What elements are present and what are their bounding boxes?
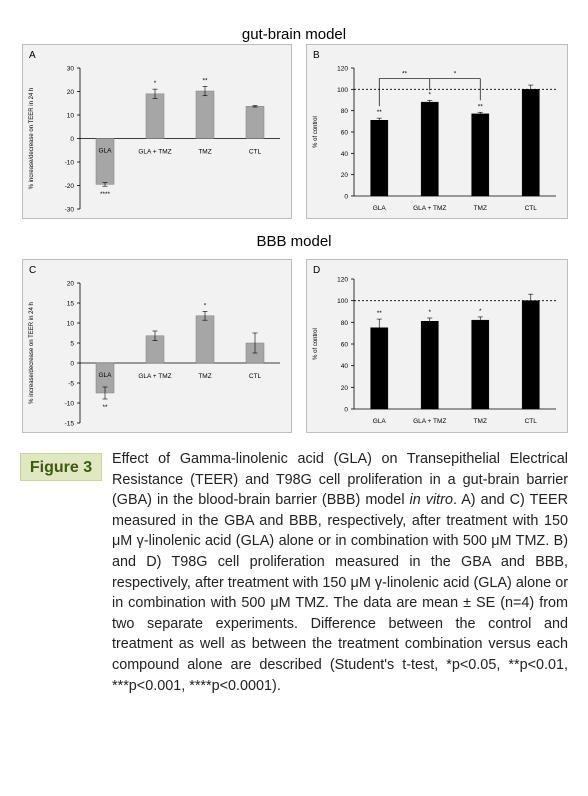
top-section-title: gut-brain model	[241, 26, 347, 43]
y-axis-label-d: % of control	[313, 328, 319, 360]
y-axis-label-b: % of control	[313, 116, 319, 148]
category-label-c-0: GLA	[98, 372, 112, 379]
bracket-right-b	[429, 78, 481, 101]
y-tick-label-b-5: 100	[337, 87, 348, 94]
y-axis-label-a: % increase/decrease on TEER in 24 h	[29, 88, 35, 190]
caption-text-1: Effect of Gamma-linolenic acid (GLA) on …	[112, 451, 568, 509]
category-label-d-3: CTL	[525, 418, 538, 425]
y-tick-label-a-2: -10	[65, 160, 75, 167]
y-tick-label-b-1: 20	[341, 172, 349, 179]
panel-letter-b: B	[313, 50, 320, 61]
significance-label-d-0: **	[377, 310, 383, 317]
y-tick-label-a-3: 0	[70, 136, 74, 143]
y-tick-label-d-1: 20	[341, 385, 349, 392]
figure-caption: Effect of Gamma-linolenic acid (GLA) on …	[112, 449, 568, 696]
bar-d-3	[521, 300, 540, 410]
significance-label-c-2: *	[204, 302, 207, 309]
y-tick-label-c-6: 15	[67, 301, 75, 308]
category-label-a-0: GLA	[98, 148, 112, 155]
significance-label-a-0: ****	[100, 191, 111, 198]
category-label-d-2: TMZ	[474, 418, 487, 425]
y-tick-label-b-2: 40	[341, 151, 349, 158]
category-label-b-3: CTL	[525, 205, 538, 212]
y-tick-label-c-7: 20	[67, 281, 75, 288]
y-tick-label-d-4: 80	[341, 320, 349, 327]
bracket-label-b-1: *	[454, 71, 457, 78]
bar-d-2	[471, 319, 490, 410]
bar-a-3	[245, 106, 265, 139]
significance-label-b-1: *	[428, 92, 431, 99]
y-tick-label-c-5: 10	[67, 321, 75, 328]
panel-letter-d: D	[313, 265, 320, 276]
y-tick-label-a-0: -30	[65, 207, 75, 214]
bar-a-2	[195, 90, 215, 139]
y-tick-label-b-0: 0	[344, 194, 348, 201]
category-label-c-1: GLA + TMZ	[138, 373, 171, 380]
y-tick-label-b-4: 80	[341, 108, 349, 115]
significance-label-d-2: *	[479, 308, 482, 315]
chart-panel-a: A -30 -20 -10 0 10 20 30 % increase/decrease on …	[22, 44, 292, 219]
bar-b-1	[420, 101, 439, 197]
y-tick-label-a-5: 20	[67, 89, 75, 96]
category-label-b-0: GLA	[373, 205, 387, 212]
bar-a-0	[95, 138, 115, 185]
bar-c-2	[195, 315, 215, 364]
category-label-b-2: TMZ	[474, 205, 487, 212]
bar-d-0	[370, 327, 389, 410]
y-tick-label-c-4: 5	[70, 341, 74, 348]
y-axis-label-c: % increase/decrease on TEER in 24 h	[29, 302, 35, 404]
significance-label-b-0: **	[377, 109, 383, 116]
bar-a-1	[145, 93, 165, 139]
caption-text-2: . A) and C) TEER measured in the GBA and…	[112, 492, 568, 694]
bar-b-0	[370, 120, 389, 197]
category-label-d-0: GLA	[373, 418, 387, 425]
y-tick-label-c-3: 0	[70, 361, 74, 368]
significance-label-a-1: *	[154, 80, 157, 87]
bottom-section-title: BBB model	[256, 233, 332, 250]
category-label-a-1: GLA + TMZ	[138, 149, 171, 156]
y-tick-label-d-2: 40	[341, 363, 349, 370]
y-tick-label-b-3: 60	[341, 130, 349, 137]
significance-label-a-2: **	[202, 77, 208, 84]
category-label-a-3: CTL	[249, 149, 262, 156]
y-tick-label-a-1: -20	[65, 183, 75, 190]
category-label-c-3: CTL	[249, 373, 262, 380]
category-label-a-2: TMZ	[198, 149, 211, 156]
y-tick-label-d-0: 0	[344, 407, 348, 414]
y-tick-label-c-2: -5	[68, 381, 74, 388]
category-label-c-2: TMZ	[198, 373, 211, 380]
caption-text-italic: in vitro	[409, 492, 453, 509]
y-tick-label-c-1: -10	[65, 401, 75, 408]
bar-d-1	[420, 321, 439, 410]
bar-b-3	[521, 89, 540, 197]
bracket-label-b-0: **	[402, 71, 408, 78]
bar-b-2	[471, 113, 490, 197]
chart-panel-c: C -15 -10 -5 0 5 10 15 20 % increase/decrease on …	[22, 259, 292, 433]
y-tick-label-a-6: 30	[67, 66, 75, 73]
panel-letter-c: C	[29, 265, 36, 276]
significance-label-d-1: *	[428, 309, 431, 316]
y-tick-label-d-6: 120	[337, 277, 348, 284]
figure-label: Figure 3	[20, 453, 102, 481]
y-tick-label-c-0: -15	[65, 421, 75, 428]
bracket-left-b	[378, 78, 431, 107]
y-tick-label-d-5: 100	[337, 298, 348, 305]
category-label-b-1: GLA + TMZ	[413, 205, 446, 212]
y-tick-label-b-6: 120	[337, 66, 348, 73]
category-label-d-1: GLA + TMZ	[413, 418, 446, 425]
y-tick-label-a-4: 10	[67, 113, 75, 120]
significance-label-c-0: **	[102, 404, 108, 411]
y-tick-label-d-3: 60	[341, 342, 349, 349]
panel-letter-a: A	[29, 50, 36, 61]
significance-label-b-2: **	[478, 103, 484, 110]
